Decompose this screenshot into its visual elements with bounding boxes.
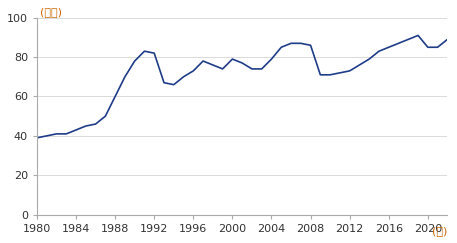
Text: (兆円): (兆円) bbox=[40, 7, 62, 17]
Text: (年): (年) bbox=[432, 226, 447, 236]
